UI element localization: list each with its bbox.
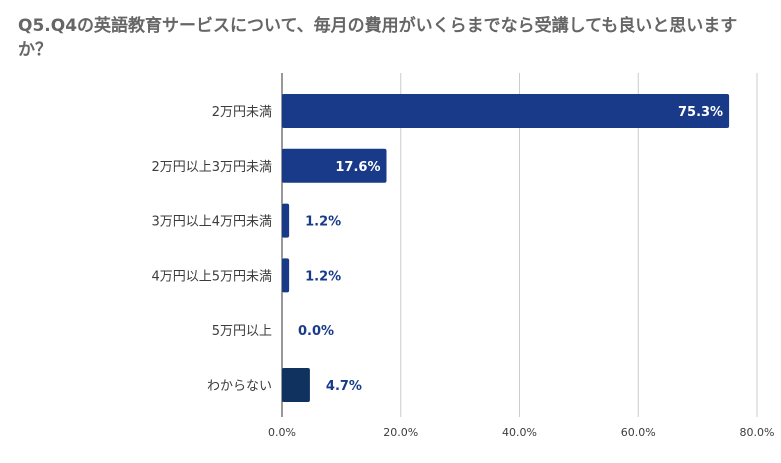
x-tick-label: 80.0% <box>740 426 775 439</box>
value-labels: 75.3% 17.6% 1.2% 1.2% 0.0% 4.7% <box>298 105 723 394</box>
chart-title: Q5.Q4の英語教育サービスについて、毎月の費用がいくらまでなら受講しても良いと… <box>18 16 738 60</box>
data-label: 17.6% <box>335 160 380 175</box>
bar <box>282 203 290 238</box>
data-label: 4.7% <box>326 379 362 394</box>
bar <box>282 258 290 293</box>
data-label: 0.0% <box>298 324 334 339</box>
bar <box>282 94 730 128</box>
bars <box>282 94 730 402</box>
bar <box>282 148 387 183</box>
category-label: 2万円以上3万円未満 <box>151 160 272 175</box>
category-label: 4万円以上5万円未満 <box>151 269 272 284</box>
bar <box>282 368 310 402</box>
grid-lines <box>281 73 758 417</box>
x-tick-label: 0.0% <box>268 426 296 439</box>
x-tick-label: 60.0% <box>621 426 656 439</box>
x-tick-label: 20.0% <box>383 426 418 439</box>
category-label: わからない <box>207 379 272 394</box>
category-label: 2万円未満 <box>212 105 272 120</box>
x-axis-ticks: 0.0% 20.0% 40.0% 60.0% 80.0% <box>268 426 774 439</box>
category-label: 3万円以上4万円未満 <box>151 215 272 230</box>
category-label: 5万円以上 <box>212 324 272 339</box>
x-tick-label: 40.0% <box>502 426 537 439</box>
data-label: 1.2% <box>305 269 341 284</box>
data-label: 1.2% <box>305 215 341 230</box>
category-labels: 2万円未満 2万円以上3万円未満 3万円以上4万円未満 4万円以上5万円未満 5万円以上… <box>151 105 272 394</box>
data-label: 75.3% <box>678 105 723 120</box>
